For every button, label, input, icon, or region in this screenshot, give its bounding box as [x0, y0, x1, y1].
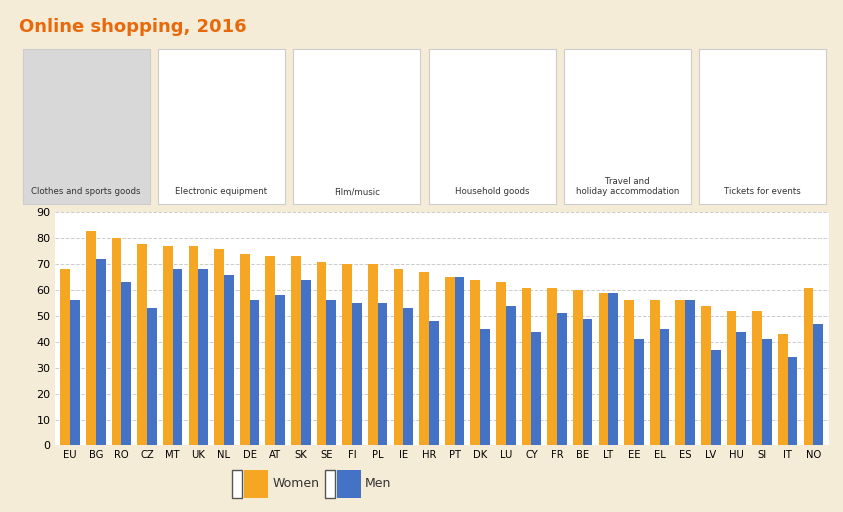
Text: Online shopping, 2016: Online shopping, 2016 — [19, 18, 246, 36]
Bar — [250, 301, 260, 445]
Bar — [429, 321, 438, 445]
Bar — [727, 311, 737, 445]
Text: Women: Women — [272, 477, 319, 490]
Bar — [522, 288, 531, 445]
Bar — [214, 249, 224, 445]
Bar — [419, 272, 429, 445]
Bar — [291, 257, 301, 445]
Bar — [778, 334, 787, 445]
Bar — [61, 269, 70, 445]
Bar — [634, 339, 644, 445]
Bar — [173, 269, 182, 445]
FancyBboxPatch shape — [158, 49, 285, 204]
Bar — [121, 283, 132, 445]
Bar — [803, 288, 813, 445]
FancyBboxPatch shape — [564, 49, 691, 204]
Bar — [163, 246, 173, 445]
Bar — [481, 329, 490, 445]
Bar — [394, 269, 403, 445]
Bar — [675, 301, 685, 445]
Bar — [531, 332, 541, 445]
Bar — [583, 318, 593, 445]
Bar — [573, 290, 583, 445]
Bar — [454, 277, 464, 445]
Bar — [111, 239, 121, 445]
Bar — [701, 306, 711, 445]
Bar — [224, 274, 234, 445]
Bar — [326, 301, 336, 445]
Bar — [445, 277, 454, 445]
Bar — [711, 350, 721, 445]
Bar — [609, 293, 618, 445]
Bar — [737, 332, 746, 445]
Bar — [368, 264, 378, 445]
Bar — [547, 288, 557, 445]
Bar — [198, 269, 208, 445]
Bar — [147, 308, 157, 445]
Bar — [403, 308, 413, 445]
Bar — [762, 339, 772, 445]
Bar — [624, 301, 634, 445]
Bar — [650, 301, 659, 445]
Bar — [70, 301, 80, 445]
FancyBboxPatch shape — [293, 49, 421, 204]
Bar — [659, 329, 669, 445]
FancyBboxPatch shape — [699, 49, 826, 204]
Bar — [239, 254, 250, 445]
FancyBboxPatch shape — [23, 49, 150, 204]
Text: Men: Men — [365, 477, 391, 490]
Text: Travel and
holiday accommodation: Travel and holiday accommodation — [576, 177, 679, 196]
Text: Film/music: Film/music — [334, 187, 379, 196]
Text: Clothes and sports goods: Clothes and sports goods — [31, 187, 141, 196]
Bar — [86, 230, 96, 445]
Bar — [496, 283, 506, 445]
Bar — [470, 280, 481, 445]
Bar — [506, 306, 516, 445]
Bar — [599, 293, 609, 445]
Bar — [275, 295, 285, 445]
Bar — [378, 303, 388, 445]
Bar — [301, 280, 310, 445]
Bar — [685, 301, 695, 445]
Bar — [189, 246, 198, 445]
Bar — [352, 303, 362, 445]
Bar — [557, 313, 566, 445]
Text: Household goods: Household goods — [455, 187, 529, 196]
Bar — [137, 244, 147, 445]
FancyBboxPatch shape — [428, 49, 556, 204]
Bar — [266, 257, 275, 445]
Bar — [752, 311, 762, 445]
Bar — [342, 264, 352, 445]
Bar — [813, 324, 823, 445]
Text: Tickets for events: Tickets for events — [724, 187, 801, 196]
Bar — [787, 357, 797, 445]
Bar — [96, 259, 105, 445]
Text: Electronic equipment: Electronic equipment — [175, 187, 267, 196]
Bar — [317, 262, 326, 445]
